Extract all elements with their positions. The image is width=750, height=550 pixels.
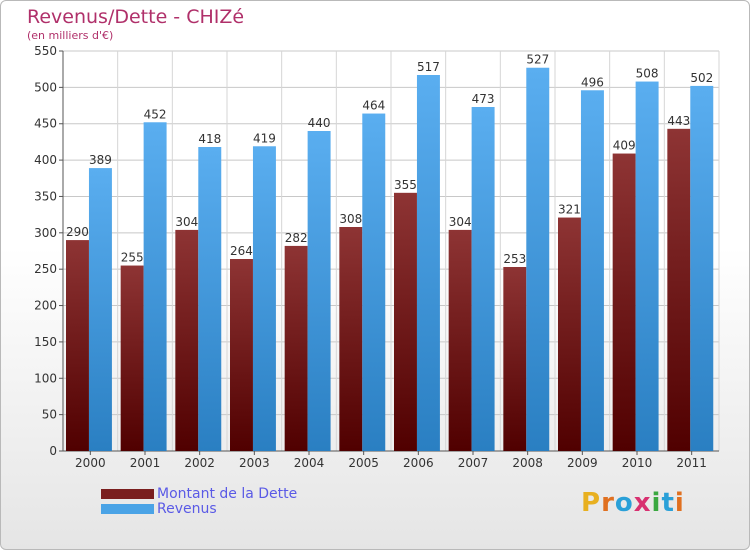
data-label: 308 [339,212,362,226]
bar-revenus [580,90,604,451]
data-label: 282 [285,231,308,245]
x-tick-label: 2002 [184,456,215,470]
y-tick-label: 300 [34,226,57,240]
x-tick-label: 2005 [348,456,379,470]
bar-dette [284,245,308,451]
proxiti-logo: Proxiti [581,488,685,518]
data-label: 473 [472,92,495,106]
legend-item-dette: Montant de la Dette [101,485,298,502]
x-tick-label: 2009 [567,456,598,470]
logo-letter: i [674,488,685,518]
data-label: 389 [89,153,112,167]
data-label: 253 [503,252,526,266]
legend-label-revenus: Revenus [157,500,217,517]
bar-revenus [307,131,331,451]
x-tick-label: 2003 [239,456,270,470]
data-label: 321 [558,203,581,217]
y-tick-label: 450 [34,117,57,131]
x-tick-label: 2008 [512,456,543,470]
bar-dette [612,153,636,451]
data-label: 443 [667,114,690,128]
data-label: 496 [581,75,604,89]
logo-letter: i [651,488,662,518]
data-label: 355 [394,178,417,192]
bar-dette [120,265,144,451]
bar-revenus [416,75,440,451]
x-tick-label: 2001 [130,456,161,470]
bar-revenus [252,146,276,452]
y-tick-label: 400 [34,153,57,167]
bar-revenus [471,107,495,451]
bar-dette [175,229,199,451]
data-label: 304 [449,215,472,229]
data-label: 517 [417,60,440,74]
bar-dette [667,128,691,451]
y-tick-label: 0 [49,444,57,458]
legend-swatch-dette [101,488,154,499]
y-tick-label: 200 [34,299,57,313]
x-tick-label: 2011 [676,456,707,470]
logo-letter: r [601,488,615,518]
legend-label-dette: Montant de la Dette [157,485,298,502]
logo-letter: x [633,488,652,518]
chart-subtitle: (en milliers d'€) [27,29,114,42]
data-label: 418 [198,132,221,146]
bar-dette [394,192,417,451]
data-label: 419 [253,131,276,145]
y-tick-label: 150 [34,335,57,349]
bar-revenus [690,85,714,451]
data-label: 464 [362,99,385,113]
bar-dette [503,267,527,451]
bar-revenus [362,113,386,451]
data-label: 255 [121,251,144,265]
bar-dette [339,227,363,451]
data-label: 508 [636,67,659,81]
data-label: 440 [308,116,331,130]
bar-revenus [526,67,550,452]
logo-letter: o [614,488,634,518]
bar-revenus [143,122,167,451]
logo-letter: t [661,488,675,518]
bar-dette [230,259,253,451]
data-label: 290 [66,225,89,239]
y-tick-label: 350 [34,189,57,203]
bar-dette [558,217,581,451]
y-tick-label: 50 [42,408,57,422]
logo-letter: P [581,488,602,518]
data-label: 264 [230,244,253,258]
legend: Montant de la Dette Revenus [101,485,298,517]
y-tick-label: 550 [34,44,57,58]
bar-revenus [88,168,112,451]
y-tick-label: 500 [34,80,57,94]
y-tick-label: 100 [34,371,57,385]
x-tick-label: 2004 [294,456,325,470]
chart-title: Revenus/Dette - CHIZé [27,6,245,28]
legend-item-revenus: Revenus [101,500,297,517]
legend-swatch-revenus [101,503,154,514]
data-label: 527 [526,53,549,67]
y-tick-label: 250 [34,262,57,276]
x-tick-label: 2007 [458,456,489,470]
x-tick-label: 2010 [622,456,653,470]
x-tick-label: 2006 [403,456,434,470]
x-tick-label: 2000 [75,456,106,470]
bar-revenus [198,147,222,451]
data-label: 502 [690,71,713,85]
bar-revenus [635,81,659,451]
bar-dette [66,240,89,451]
data-label: 409 [613,139,636,153]
bar-dette [448,229,472,451]
data-label: 304 [175,215,198,229]
data-label: 452 [144,107,167,121]
